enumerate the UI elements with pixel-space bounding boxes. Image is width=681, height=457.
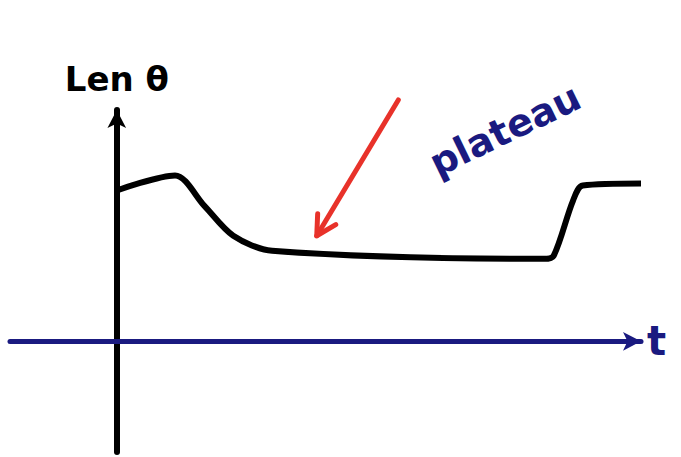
svg-text:plateau: plateau: [422, 75, 587, 185]
svg-text:t: t: [647, 318, 666, 364]
svg-text:Len θ: Len θ: [65, 59, 169, 99]
